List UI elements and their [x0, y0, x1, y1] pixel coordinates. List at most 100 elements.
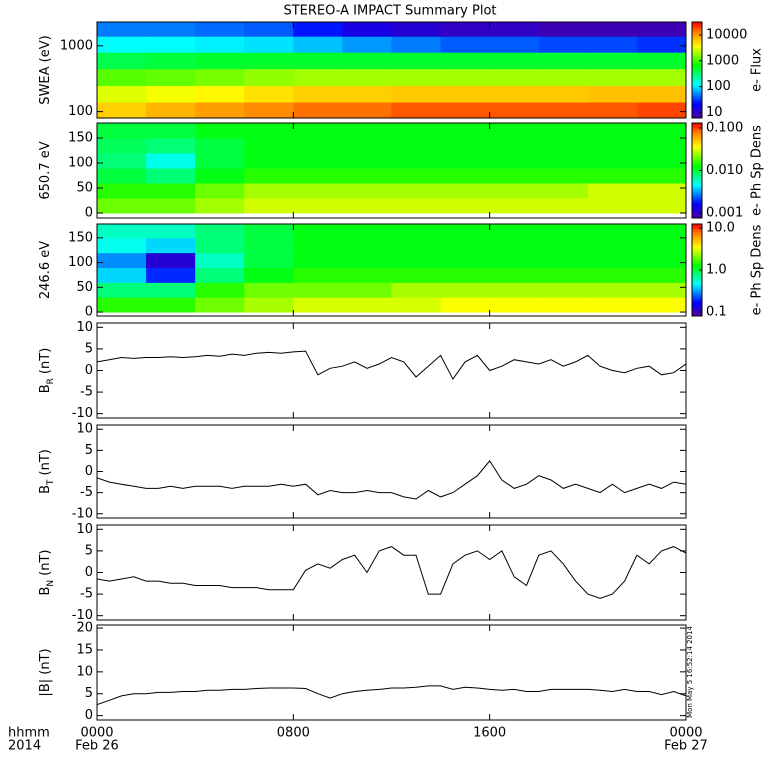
- colorbar-swatch: [692, 143, 702, 146]
- heat-cell: [342, 297, 392, 313]
- heat-cell: [587, 282, 638, 298]
- y-axis-label-part: (nT): [38, 449, 53, 475]
- y-tick-label: 5: [85, 686, 93, 701]
- panel-frame: [96, 122, 687, 219]
- heat-cell: [195, 22, 245, 37]
- colorbar-swatch: [692, 170, 702, 173]
- y-axis-label-part: B: [38, 485, 53, 494]
- heat-cell: [342, 85, 392, 103]
- colorbar-swatch: [692, 134, 702, 137]
- colorbar-swatch: [692, 242, 702, 245]
- heat-cell: [587, 198, 638, 214]
- y-axis-label: BR (nT): [38, 348, 56, 394]
- colorbar-swatch: [692, 90, 702, 93]
- colorbar-swatch: [692, 127, 702, 130]
- colorbar-tick-label: 0.010: [706, 163, 743, 178]
- heat-cell: [587, 168, 638, 184]
- heat-cell: [440, 297, 491, 313]
- colorbar-swatch: [692, 106, 702, 109]
- colorbar-swatch: [692, 124, 702, 127]
- colorbar-swatch: [692, 70, 702, 72]
- heat-cell: [538, 153, 589, 169]
- heat-cell: [195, 36, 245, 53]
- heat-cell: [146, 85, 196, 103]
- heat-cell: [587, 22, 638, 37]
- colorbar-swatch: [692, 42, 702, 45]
- heat-cell: [146, 297, 196, 313]
- colorbar-tick-label: 10000: [706, 28, 747, 43]
- heat-cell: [342, 153, 392, 169]
- colorbar-swatch: [692, 314, 702, 317]
- heat-cell: [538, 52, 589, 70]
- heat-cell: [293, 198, 343, 214]
- heat-cell: [97, 252, 147, 269]
- heat-cell: [391, 85, 442, 103]
- heat-cell: [587, 68, 638, 86]
- colorbar-tick-label: 1000: [706, 53, 739, 68]
- heat-cell: [636, 297, 686, 313]
- colorbar-swatch: [692, 293, 702, 295]
- colorbar-swatch: [692, 299, 702, 302]
- heat-cell: [587, 123, 638, 139]
- colorbar-swatch: [692, 297, 702, 300]
- colorbar-swatch: [692, 312, 702, 315]
- heat-cell: [636, 183, 686, 199]
- heat-cell: [342, 36, 392, 53]
- colorbar-swatch: [692, 39, 702, 42]
- colorbar-swatch: [692, 137, 702, 140]
- heat-cell: [587, 297, 638, 313]
- heat-cell: [440, 85, 491, 103]
- heat-cell: [391, 282, 442, 298]
- y-axis-label-part: 246.6 eV: [38, 241, 53, 299]
- y-tick-label: -10: [72, 506, 93, 521]
- heat-cell: [440, 224, 491, 239]
- colorbar-swatch: [692, 164, 702, 167]
- x-tick-label: 0800: [277, 726, 310, 741]
- heat-cell: [244, 123, 294, 139]
- heat-cell: [342, 138, 392, 154]
- colorbar-swatch: [692, 36, 702, 39]
- colorbar-swatch: [692, 227, 702, 229]
- colorbar-swatch: [692, 148, 702, 151]
- colorbar-swatch: [692, 52, 702, 55]
- y-tick-label: 0: [85, 206, 93, 221]
- heat-cell: [146, 36, 196, 53]
- colorbar-swatch: [692, 183, 702, 186]
- heat-cell: [97, 36, 147, 53]
- colorbar-swatch: [692, 194, 702, 197]
- colorbar-swatch: [692, 114, 702, 117]
- colorbar-swatch: [692, 271, 702, 274]
- heat-cell: [391, 267, 442, 283]
- colorbar-swatch: [692, 26, 702, 29]
- heat-cell: [97, 138, 147, 154]
- heat-cell: [195, 267, 245, 283]
- heat-cell: [538, 282, 589, 298]
- colorbar-label: e- Ph Sp Dens: [750, 125, 765, 216]
- colorbar-swatch: [692, 165, 702, 168]
- colorbar-swatch: [692, 268, 702, 271]
- heat-cell: [538, 168, 589, 184]
- heat-cell: [97, 198, 147, 214]
- colorbar-swatch: [692, 286, 702, 289]
- colorbar-swatch: [692, 285, 702, 288]
- y-tick-label: -10: [72, 406, 93, 421]
- heat-cell: [587, 252, 638, 269]
- colorbar-swatch: [692, 296, 702, 298]
- timestamp: Mon May 5 16:52:14 2014: [686, 626, 694, 718]
- colorbar-swatch: [692, 116, 702, 119]
- heat-cell: [538, 183, 589, 199]
- heat-cell: [146, 102, 196, 118]
- heat-cell: [146, 153, 196, 169]
- heat-cell: [146, 237, 196, 254]
- heat-cell: [195, 282, 245, 298]
- heat-cell: [538, 198, 589, 214]
- heat-cell: [342, 183, 392, 199]
- colorbar-swatch: [692, 211, 702, 214]
- heat-cell: [636, 267, 686, 283]
- colorbar-swatch: [692, 311, 702, 314]
- colorbar-swatch: [692, 84, 702, 87]
- heat-cell: [97, 237, 147, 254]
- colorbar-swatch: [692, 276, 702, 279]
- colorbar-swatch: [692, 41, 702, 44]
- heat-cell: [293, 282, 343, 298]
